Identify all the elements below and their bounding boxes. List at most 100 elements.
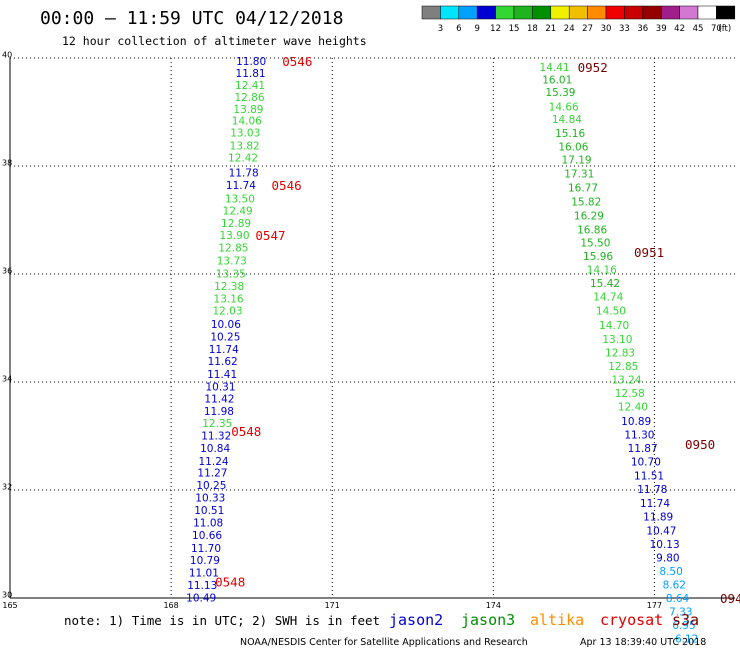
legend-label-4: 15 <box>509 24 520 34</box>
legend-swatch-13 <box>660 5 680 20</box>
legend-label-10: 33 <box>619 24 630 34</box>
swh-point-s3a-37: 8.50 <box>659 566 682 578</box>
swh-point-s3a-25: 12.40 <box>618 401 648 413</box>
legend-swatch-8 <box>568 5 588 20</box>
legend-swatch-0 <box>421 5 441 20</box>
swh-point-cryosat-39: 11.70 <box>191 543 221 555</box>
legend-label-13: 42 <box>674 24 685 34</box>
swh-point-cryosat-28: 11.98 <box>204 406 234 418</box>
legend-label-2: 9 <box>474 24 479 34</box>
swh-point-cryosat-14: 13.90 <box>219 230 249 242</box>
swh-point-cryosat-2: 12.41 <box>235 80 265 92</box>
swh-point-s3a-34: 10.47 <box>646 526 676 538</box>
legend-label-1: 6 <box>456 24 461 34</box>
legend-label-14: 45 <box>693 24 704 34</box>
time-label-0: 0546 <box>282 54 312 69</box>
swh-point-cryosat-15: 12.85 <box>218 243 248 255</box>
chart-title: 00:00 – 11:59 UTC 04/12/2018 <box>40 8 343 29</box>
time-label-6: 0951 <box>634 245 664 260</box>
time-label-7: 0950 <box>685 437 715 452</box>
legend-label-6: 21 <box>545 24 556 34</box>
swh-point-cryosat-10: 11.74 <box>226 180 256 192</box>
satellite-legend-jason3: jason3 <box>461 611 515 629</box>
swh-point-s3a-6: 16.06 <box>558 142 588 154</box>
swh-point-cryosat-36: 10.51 <box>194 505 224 517</box>
swh-point-s3a-30: 11.51 <box>634 470 664 482</box>
legend-label-12: 39 <box>656 24 667 34</box>
swh-point-cryosat-42: 11.13 <box>187 580 217 592</box>
swh-point-s3a-42: 6.12 <box>675 634 698 646</box>
swh-point-s3a-2: 15.39 <box>545 87 575 99</box>
satellite-legend-jason2: jason2 <box>389 611 443 629</box>
swh-point-s3a-0: 14.41 <box>540 62 570 74</box>
time-label-1: 0546 <box>272 178 302 193</box>
swh-point-cryosat-27: 11.42 <box>204 394 234 406</box>
x-tick-label-0: 165 <box>2 601 17 610</box>
swh-point-cryosat-3: 12.86 <box>234 92 264 104</box>
x-tick-label-1: 168 <box>163 601 178 610</box>
swh-point-s3a-33: 11.89 <box>643 511 673 523</box>
swh-point-s3a-35: 10.13 <box>650 539 680 551</box>
swh-point-cryosat-6: 13.03 <box>230 128 260 140</box>
legend-label-3: 12 <box>490 24 501 34</box>
swh-point-cryosat-18: 12.38 <box>214 281 244 293</box>
swh-point-cryosat-23: 11.74 <box>209 344 239 356</box>
legend-swatch-16 <box>716 5 736 20</box>
legend-swatch-6 <box>532 5 552 20</box>
swh-point-s3a-31: 11.78 <box>637 484 667 496</box>
legend-label-0: 3 <box>438 24 443 34</box>
swh-point-cryosat-26: 10.31 <box>205 381 235 393</box>
legend-label-15: 70 <box>711 24 722 34</box>
legend-label-11: 36 <box>637 24 648 34</box>
swh-point-cryosat-32: 11.24 <box>199 456 229 468</box>
satellite-legend-cryosat: cryosat <box>600 611 663 629</box>
swh-point-s3a-4: 14.84 <box>552 114 582 126</box>
legend-label-8: 27 <box>582 24 593 34</box>
swh-point-cryosat-43: 10.49 <box>186 592 216 604</box>
legend-swatch-15 <box>697 5 717 20</box>
swh-point-cryosat-29: 12.35 <box>202 418 232 430</box>
swh-point-cryosat-21: 10.06 <box>211 319 241 331</box>
swh-point-s3a-39: 8.64 <box>666 593 690 605</box>
y-tick-label-5: 40 <box>2 51 12 60</box>
swh-point-cryosat-22: 10.25 <box>210 332 240 344</box>
swh-point-s3a-3: 14.66 <box>549 102 579 114</box>
swh-point-cryosat-13: 12.89 <box>221 218 251 230</box>
swh-point-cryosat-25: 11.41 <box>207 369 237 381</box>
x-tick-label-4: 177 <box>647 601 662 610</box>
footnote: note: 1) Time is in UTC; 2) SWH is in fe… <box>64 613 380 628</box>
y-tick-label-2: 34 <box>2 375 12 384</box>
swh-point-s3a-9: 16.77 <box>568 183 598 195</box>
swh-point-s3a-10: 15.82 <box>571 197 601 209</box>
swh-point-s3a-1: 16.01 <box>542 75 572 87</box>
swh-point-cryosat-37: 11.08 <box>193 517 223 529</box>
swh-point-s3a-8: 17.31 <box>564 169 594 181</box>
swh-point-cryosat-16: 13.73 <box>217 256 247 268</box>
swh-point-s3a-12: 16.86 <box>577 225 607 237</box>
swh-point-s3a-13: 15.50 <box>580 238 610 250</box>
legend-swatch-3 <box>476 5 496 20</box>
chart-subtitle: 12 hour collection of altimeter wave hei… <box>62 34 367 48</box>
y-tick-label-0: 30 <box>2 591 12 600</box>
swh-point-s3a-21: 12.83 <box>605 347 635 359</box>
swh-point-s3a-40: 7.33 <box>669 607 692 619</box>
swh-point-s3a-41: 6.95 <box>672 620 695 632</box>
swh-point-cryosat-17: 13.35 <box>216 268 246 280</box>
y-tick-label-3: 36 <box>2 267 12 276</box>
legend-swatch-11 <box>624 5 644 20</box>
swh-point-cryosat-24: 11.62 <box>208 356 238 368</box>
satellite-legend-altika: altika <box>530 611 584 629</box>
swh-point-cryosat-35: 10.33 <box>195 493 225 505</box>
legend-swatch-12 <box>642 5 662 20</box>
swh-point-cryosat-40: 10.79 <box>190 555 220 567</box>
swh-point-cryosat-11: 13.50 <box>225 193 255 205</box>
swh-point-s3a-18: 14.50 <box>596 306 626 318</box>
time-label-5: 0952 <box>578 60 608 75</box>
legend-swatch-5 <box>513 5 533 20</box>
legend-swatch-2 <box>458 5 478 20</box>
y-tick-label-4: 38 <box>2 159 12 168</box>
swh-point-s3a-38: 8.62 <box>663 580 686 592</box>
legend-unit: (ft) <box>718 24 731 34</box>
swh-point-cryosat-12: 12.49 <box>223 205 253 217</box>
